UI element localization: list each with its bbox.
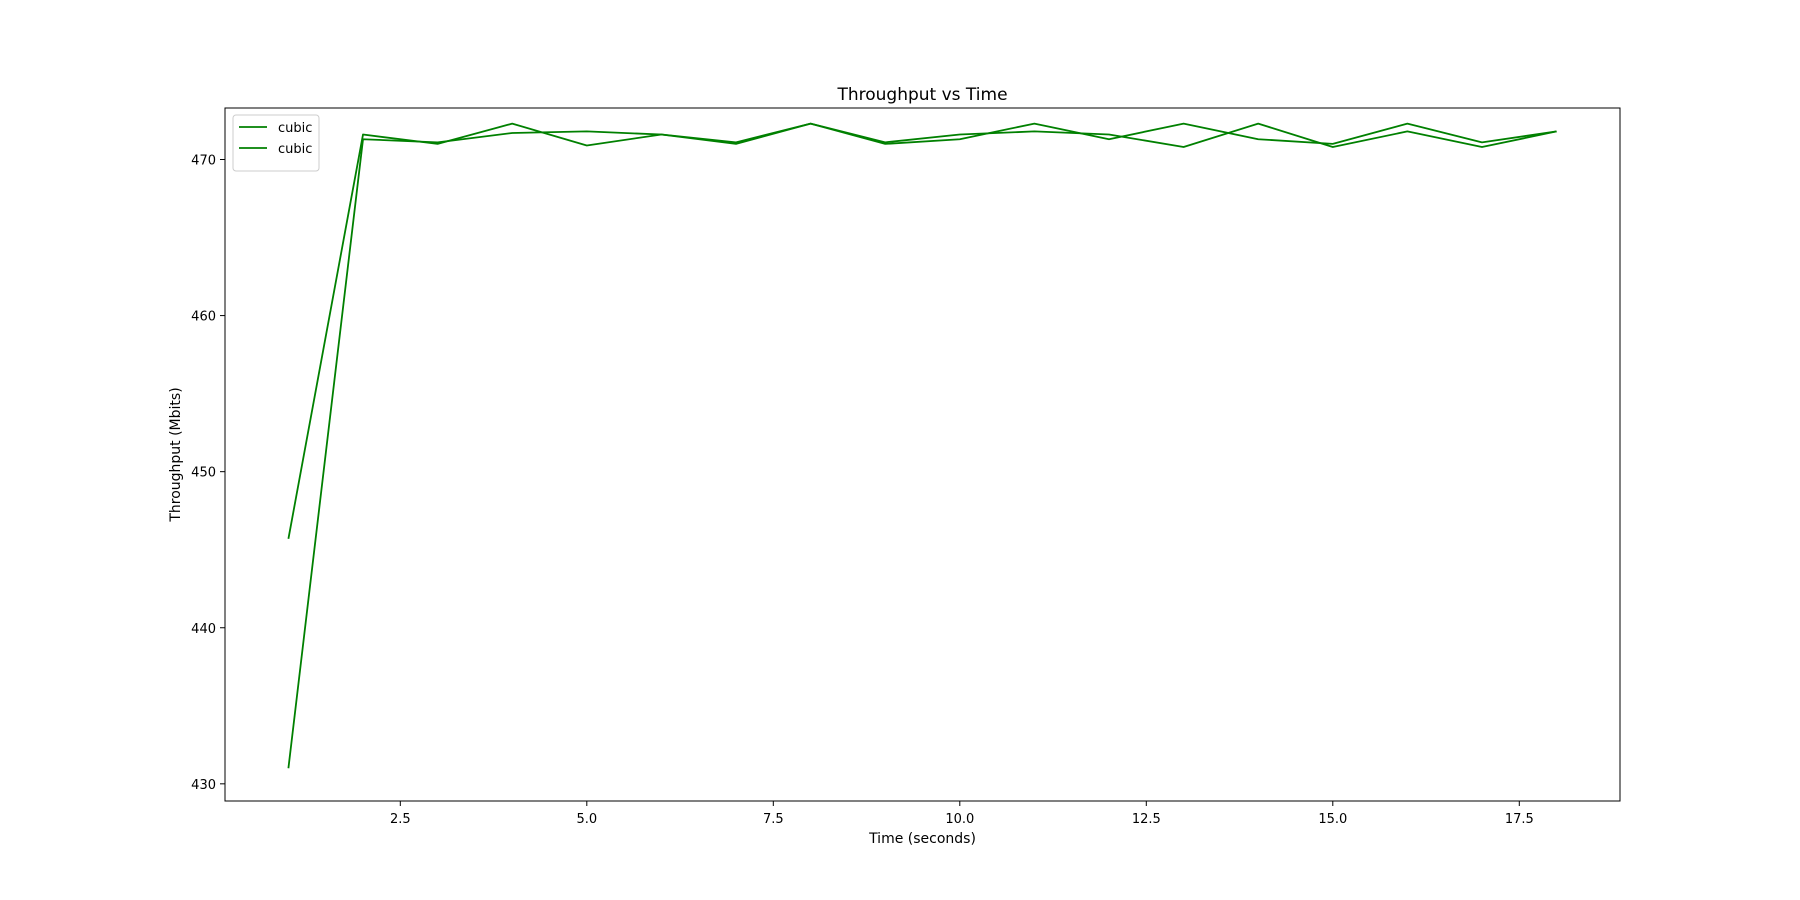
x-tick-label: 5.0 xyxy=(576,812,597,827)
x-axis: 2.5 5.0 7.5 10.0 12.5 15.0 17.5 xyxy=(390,801,1534,827)
x-tick-label: 10.0 xyxy=(945,812,974,827)
x-tick-label: 2.5 xyxy=(390,812,411,827)
y-axis: 430 440 450 460 470 xyxy=(191,154,225,793)
y-tick-label: 430 xyxy=(191,778,216,793)
y-axis-label: Throughput (Mbits) xyxy=(168,387,184,522)
series-line-1 xyxy=(287,122,1557,539)
legend-label: cubic xyxy=(278,142,312,157)
y-tick-label: 440 xyxy=(191,622,216,637)
x-tick-label: 15.0 xyxy=(1318,812,1347,827)
y-tick-label: 460 xyxy=(191,310,216,325)
y-tick-label: 470 xyxy=(191,154,216,169)
x-tick-label: 12.5 xyxy=(1132,812,1161,827)
x-tick-label: 7.5 xyxy=(763,812,784,827)
x-axis-label: Time (seconds) xyxy=(868,831,976,847)
plot-area xyxy=(224,107,1621,802)
series-line-2 xyxy=(287,122,1557,769)
legend: cubic cubic xyxy=(232,114,320,172)
legend-label: cubic xyxy=(278,121,312,136)
y-tick-label: 450 xyxy=(191,466,216,481)
x-tick-label: 17.5 xyxy=(1505,812,1534,827)
series-layer xyxy=(287,122,1557,769)
chart-title: Throughput vs Time xyxy=(836,85,1007,105)
legend-box xyxy=(232,114,320,172)
